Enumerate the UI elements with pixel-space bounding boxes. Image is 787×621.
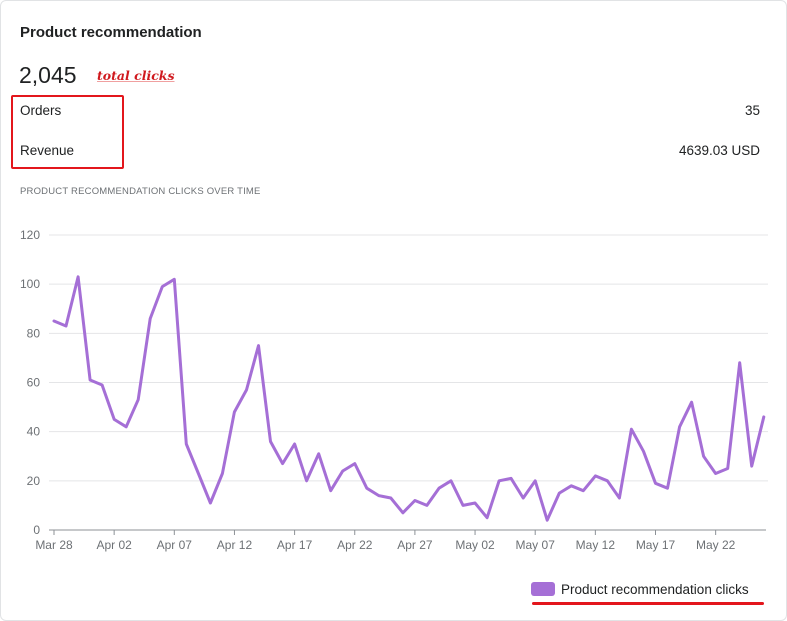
x-tick-label: May 02 [455, 538, 495, 552]
y-tick-label: 60 [27, 376, 41, 390]
data-point[interactable] [112, 417, 116, 421]
revenue-label: Revenue [20, 143, 75, 158]
data-point[interactable] [521, 496, 525, 500]
data-point[interactable] [353, 462, 357, 466]
data-point[interactable] [76, 275, 80, 279]
y-tick-label: 120 [20, 228, 40, 242]
data-point[interactable] [329, 489, 333, 493]
data-point[interactable] [533, 479, 537, 483]
data-point[interactable] [317, 452, 321, 456]
x-tick-label: Apr 27 [397, 538, 433, 552]
total-clicks-annotation: total clicks [97, 68, 175, 83]
data-point[interactable] [629, 427, 633, 431]
data-point[interactable] [413, 499, 417, 503]
data-point[interactable] [281, 462, 285, 466]
data-point[interactable] [461, 503, 465, 507]
orders-label: Orders [20, 103, 62, 118]
series-line-product-recommendation-clicks[interactable] [52, 275, 766, 522]
data-point[interactable] [497, 479, 501, 483]
y-tick-label: 80 [27, 326, 41, 340]
y-tick-label: 100 [20, 277, 40, 291]
data-point[interactable] [714, 471, 718, 475]
data-point[interactable] [738, 361, 742, 365]
x-tick-label: Apr 02 [96, 538, 132, 552]
x-tick-label: Apr 07 [157, 538, 193, 552]
total-clicks-value: 2,045 [19, 62, 77, 88]
data-point[interactable] [377, 494, 381, 498]
card-title: Product recommendation [20, 24, 202, 41]
data-point[interactable] [557, 491, 561, 495]
clicks-line-chart: 0 20 40 60 80 100 120 Mar 28 Apr 02 Apr 07 Apr 12 A… [20, 228, 768, 552]
data-point[interactable] [617, 496, 621, 500]
x-tick-label: Apr 12 [217, 538, 253, 552]
x-tick-label: May 22 [696, 538, 736, 552]
data-point[interactable] [341, 469, 345, 473]
data-point[interactable] [365, 486, 369, 490]
data-point[interactable] [641, 449, 645, 453]
y-tick-label: 40 [27, 425, 41, 439]
x-tick-label: Apr 17 [277, 538, 313, 552]
data-point[interactable] [269, 440, 273, 444]
data-point[interactable] [220, 471, 224, 475]
data-point[interactable] [425, 503, 429, 507]
data-point[interactable] [184, 442, 188, 446]
data-point[interactable] [509, 476, 513, 480]
data-point[interactable] [232, 410, 236, 414]
data-point[interactable] [52, 319, 56, 323]
data-point[interactable] [172, 277, 176, 281]
x-tick-label: Mar 28 [35, 538, 73, 552]
data-point[interactable] [437, 486, 441, 490]
revenue-value: 4639.03 USD [678, 143, 760, 158]
data-point[interactable] [305, 479, 309, 483]
data-point[interactable] [136, 398, 140, 402]
data-point[interactable] [690, 400, 694, 404]
data-point[interactable] [485, 516, 489, 520]
data-point[interactable] [148, 317, 152, 321]
data-point[interactable] [593, 474, 597, 478]
data-point[interactable] [88, 378, 92, 382]
data-point[interactable] [762, 415, 766, 419]
data-point[interactable] [726, 467, 730, 471]
data-point[interactable] [581, 489, 585, 493]
data-point[interactable] [605, 479, 609, 483]
data-point[interactable] [244, 388, 248, 392]
data-point[interactable] [702, 454, 706, 458]
data-point[interactable] [124, 425, 128, 429]
orders-revenue-highlight-box [11, 95, 124, 169]
data-point[interactable] [64, 324, 68, 328]
chart-legend[interactable]: Product recommendation clicks [531, 580, 749, 598]
data-point[interactable] [545, 518, 549, 522]
y-tick-label: 20 [27, 474, 41, 488]
orders-value: 35 [744, 103, 760, 118]
data-point[interactable] [389, 496, 393, 500]
x-tick-label: May 12 [576, 538, 616, 552]
data-point[interactable] [257, 344, 261, 348]
legend-swatch [531, 582, 555, 596]
legend-highlight-underline [532, 602, 764, 605]
data-point[interactable] [449, 479, 453, 483]
data-point[interactable] [654, 481, 658, 485]
x-tick-label: Apr 22 [337, 538, 373, 552]
data-point[interactable] [160, 285, 164, 289]
data-point[interactable] [100, 383, 104, 387]
chart-section-label: PRODUCT RECOMMENDATION CLICKS OVER TIME [20, 186, 261, 197]
data-point[interactable] [196, 471, 200, 475]
data-point[interactable] [473, 501, 477, 505]
data-point[interactable] [208, 501, 212, 505]
legend-label: Product recommendation clicks [561, 581, 749, 597]
data-point[interactable] [666, 486, 670, 490]
x-tick-label: May 07 [516, 538, 556, 552]
data-point[interactable] [750, 464, 754, 468]
y-tick-label: 0 [33, 523, 40, 537]
data-point[interactable] [401, 511, 405, 515]
data-point[interactable] [293, 442, 297, 446]
data-point[interactable] [678, 425, 682, 429]
x-tick-label: May 17 [636, 538, 676, 552]
data-point[interactable] [569, 484, 573, 488]
